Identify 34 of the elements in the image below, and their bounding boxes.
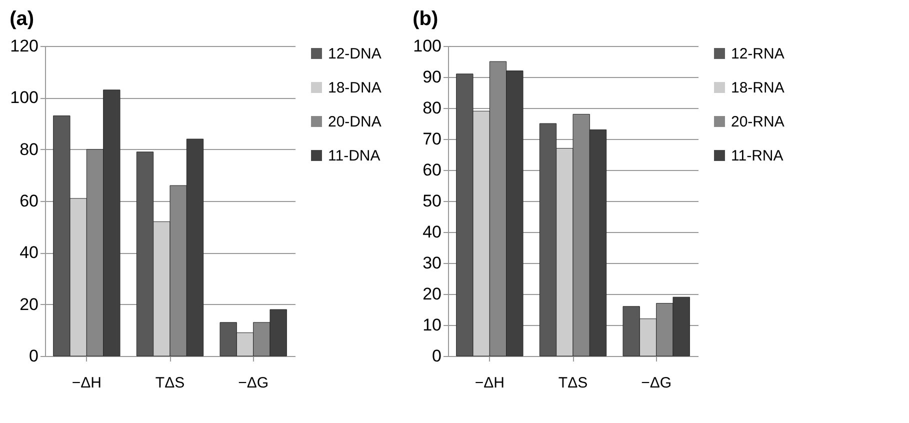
legend-label: 11-DNA (328, 148, 380, 164)
y-tick-label: 120 (10, 36, 38, 56)
y-tick-label: 60 (422, 160, 442, 180)
legend-label: 20-RNA (731, 114, 784, 130)
y-tick-label: 60 (20, 192, 38, 210)
y-tick-label: 20 (422, 284, 442, 304)
chart-title: (a) (10, 8, 34, 30)
y-tick-label: 100 (413, 36, 442, 56)
legend-label: 20-DNA (328, 114, 382, 130)
y-tick-label: 80 (20, 140, 38, 159)
y-tick-label: 0 (29, 346, 38, 366)
y-tick-label: 40 (422, 222, 442, 242)
y-tick-label: 80 (422, 98, 442, 118)
x-tick-label: −ΔH (72, 374, 102, 392)
y-tick-label: 50 (422, 192, 442, 210)
y-tick-label: 30 (422, 254, 442, 272)
y-tick-label: 100 (10, 88, 38, 108)
x-tick-label: −ΔH (474, 374, 504, 392)
legend-label: 18-RNA (731, 80, 784, 96)
y-tick-label: 20 (20, 294, 38, 314)
y-tick-label: 40 (20, 243, 38, 262)
y-tick-label: 90 (422, 68, 442, 86)
legend-label: 11-RNA (731, 148, 784, 164)
legend-label: 12-RNA (731, 46, 784, 62)
x-tick-label: −ΔG (238, 374, 269, 392)
y-tick-label: 70 (422, 130, 442, 148)
x-tick-label: TΔS (155, 374, 185, 392)
legend-label: 18-DNA (328, 80, 382, 96)
x-tick-label: −ΔG (641, 374, 672, 392)
x-tick-label: TΔS (558, 374, 588, 392)
legend-label: 12-DNA (328, 46, 382, 62)
y-tick-label: 10 (422, 316, 442, 334)
chart-title: (b) (412, 8, 438, 30)
y-tick-label: 0 (432, 346, 442, 366)
